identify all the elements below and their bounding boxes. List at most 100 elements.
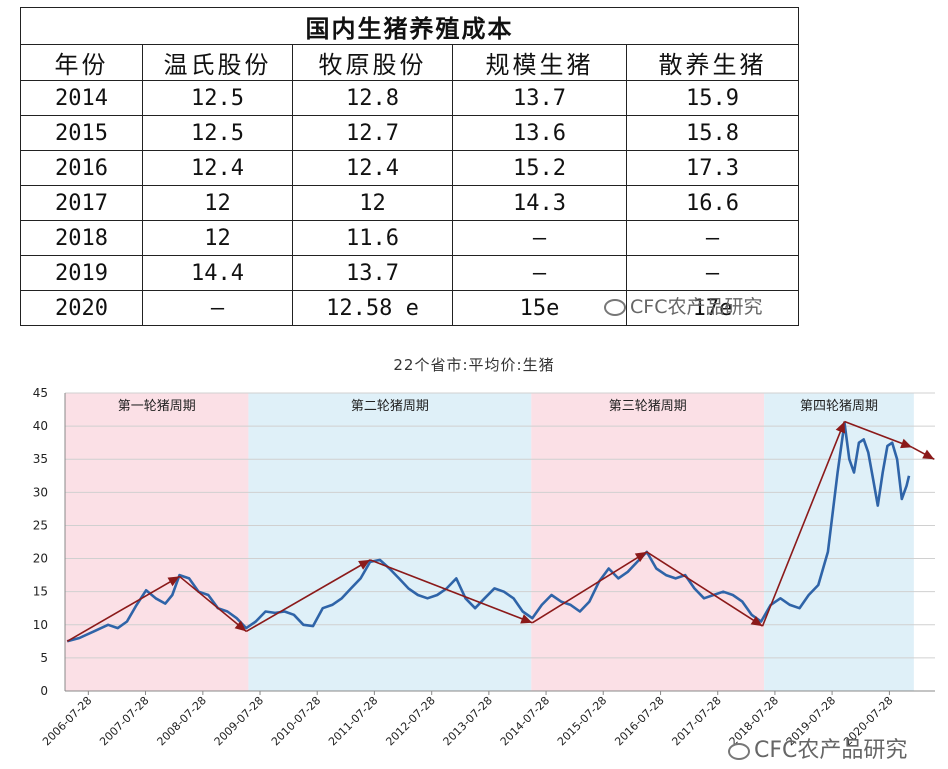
header-scale-pig: 规模生猪 (452, 44, 627, 81)
table-cell: 12.5 (142, 80, 293, 116)
table-cell: – (452, 220, 627, 256)
table-cell: 2018 (20, 220, 143, 256)
y-tick-label: 15 (33, 585, 48, 599)
table-cell: 14.3 (452, 185, 627, 221)
table-cell: 2014 (20, 80, 143, 116)
table-row: 2017 12 12 14.3 16.6 (20, 185, 799, 221)
trend-arrowhead (167, 576, 180, 587)
table-cell: 15.9 (626, 80, 799, 116)
cycle-label: 第二轮猪周期 (351, 399, 429, 414)
trend-arrowhead (234, 620, 247, 632)
trend-line (761, 421, 846, 627)
header-year: 年份 (20, 44, 143, 81)
table-cell: 2016 (20, 150, 143, 186)
table-cell: 12.4 (292, 150, 453, 186)
trend-line (66, 575, 180, 643)
cycle-label: 第三轮猪周期 (609, 399, 687, 414)
x-tick-label: 2012-07-28 (383, 694, 437, 748)
x-tick-label: 2006-07-28 (40, 694, 94, 748)
table-cell: 2017 (20, 185, 143, 221)
price-chart: 第一轮猪周期 第二轮猪周期 第三轮猪周期 第四轮猪周期 0 5 10 15 20 25 30 35 40… (33, 386, 935, 748)
table-cell: 13.6 (452, 115, 627, 151)
table-cell: 17.3 (626, 150, 799, 186)
x-tick-label: 2017-07-28 (669, 694, 723, 748)
table-cell: – (626, 255, 799, 291)
watermark-top: CFC农产品研究 (604, 292, 762, 319)
x-tick-label: 2007-07-28 (97, 694, 151, 748)
y-tick-label: 30 (33, 485, 48, 499)
table-cell: 12.5 (142, 115, 293, 151)
y-tick-label: 20 (33, 552, 48, 566)
cycle-band (248, 393, 532, 691)
cycle-band (65, 393, 249, 691)
table-cell: 13.7 (292, 255, 453, 291)
table-cell: 14.4 (142, 255, 293, 291)
table-row: 2020–12.58 e 15e 17e (20, 290, 799, 326)
trend-arrowhead (750, 616, 763, 627)
table-cell: 11.6 (292, 220, 453, 256)
table-cell: 15e (452, 290, 627, 326)
table-cell: 12 (142, 185, 293, 221)
table-cell: 2019 (20, 255, 143, 291)
header-backyard-pig: 散养生猪 (626, 44, 799, 81)
trend-arrowhead (634, 551, 647, 562)
trend-arrowhead (835, 421, 845, 434)
watermark-top-text: CFC农产品研究 (630, 296, 763, 318)
cycle-label: 第四轮猪周期 (800, 399, 878, 414)
table-cell: – (452, 255, 627, 291)
trend-line (245, 559, 371, 633)
price-line (66, 421, 911, 643)
header-muyuan: 牧原股份 (292, 44, 453, 81)
x-tick-label: 2015-07-28 (555, 694, 609, 748)
watermark-bottom: CFC农产品研究 (728, 732, 907, 764)
table-row: 2019 14.4 13.7– – (20, 255, 799, 291)
trend-line (844, 420, 913, 449)
x-tick-label: 2010-07-28 (269, 694, 323, 748)
table-title: 国内生猪养殖成本 (20, 7, 799, 45)
table-cell: 13.7 (452, 80, 627, 116)
trend-line (646, 551, 763, 627)
table-cell: 12.4 (142, 150, 293, 186)
table-cell: 12.7 (292, 115, 453, 151)
x-tick-label: 2014-07-28 (498, 694, 552, 748)
wechat-icon (604, 299, 626, 316)
table-row: 2015 12.5 12.7 13.6 15.8 (20, 115, 799, 151)
x-tick-label: 2008-07-28 (155, 694, 209, 748)
table-cell: 17e (626, 290, 799, 326)
table-cell: 2020 (20, 290, 143, 326)
y-tick-label: 10 (33, 618, 48, 632)
y-tick-label: 25 (33, 518, 48, 532)
table-cell: 12.58 e (292, 290, 453, 326)
y-tick-label: 40 (33, 419, 48, 433)
x-tick-label: 2009-07-28 (212, 694, 266, 748)
table-cell: 12 (292, 185, 453, 221)
table-cell: – (142, 290, 293, 326)
cycle-band (531, 393, 765, 691)
x-tick-label: 2011-07-28 (326, 694, 380, 748)
x-tick-label: 2013-07-28 (441, 694, 495, 748)
table-cell: 12.8 (292, 80, 453, 116)
y-tick-label: 5 (40, 651, 48, 665)
table-cell: – (626, 220, 799, 256)
y-tick-label: 35 (33, 452, 48, 466)
table-row: 2018 12 11.6– – (20, 220, 799, 256)
table-cell: 12 (142, 220, 293, 256)
table-cell: 16.6 (626, 185, 799, 221)
trend-line (369, 559, 533, 624)
table-row: 2014 12.5 12.8 13.7 15.9 (20, 80, 799, 116)
x-tick-label: 2016-07-28 (612, 694, 666, 748)
trend-arrowhead (922, 449, 935, 460)
table-cell: 15.8 (626, 115, 799, 151)
table-cell: 2015 (20, 115, 143, 151)
trend-line (531, 551, 648, 624)
chart-title: 22个省市:平均价:生猪 (393, 356, 555, 374)
trend-arrowhead (358, 559, 371, 570)
header-wens: 温氏股份 (142, 44, 293, 81)
table-row: 2016 12.4 12.4 15.2 17.3 (20, 150, 799, 186)
y-tick-label: 45 (33, 386, 48, 400)
table-cell: 15.2 (452, 150, 627, 186)
watermark-bottom-text: CFC农产品研究 (754, 738, 908, 763)
y-tick-label: 0 (40, 684, 48, 698)
pig-cost-table: 国内生猪养殖成本 年份 温氏股份 牧原股份 规模生猪 散养生猪 2014 12.5… (20, 7, 799, 326)
trend-arrowhead (900, 438, 913, 449)
